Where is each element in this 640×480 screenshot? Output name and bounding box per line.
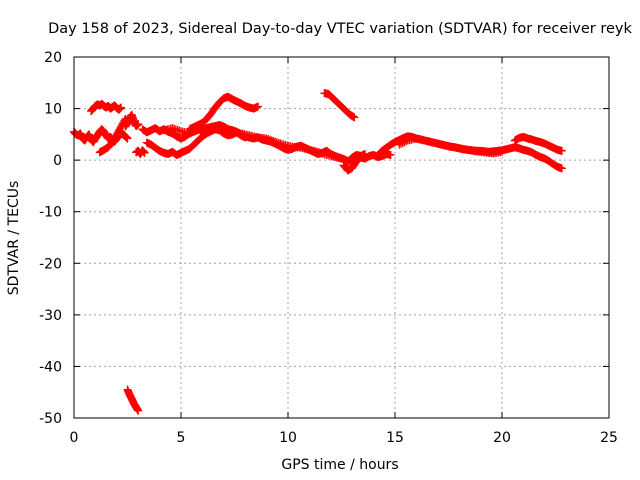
series-arc-02	[87, 99, 126, 116]
series-arc-14	[395, 134, 506, 158]
y-tick-label: -20	[39, 256, 62, 272]
y-tick-label: 20	[44, 50, 62, 66]
series-arc-15	[510, 132, 566, 155]
x-axis-label: GPS time / hours	[281, 457, 398, 473]
data-point	[254, 102, 263, 111]
data-point	[557, 146, 566, 155]
y-tick-label: 0	[53, 153, 62, 169]
y-tick-labels: -50 -40 -30 -20 -10 0 10 20	[39, 50, 62, 427]
data-point	[123, 134, 132, 143]
y-tick-label: 10	[44, 102, 62, 118]
data-point	[402, 137, 411, 146]
plot-frame	[73, 56, 610, 419]
series-arc-09	[185, 92, 263, 134]
y-tick-label: -40	[39, 359, 62, 375]
data-point	[396, 139, 405, 148]
data-point	[557, 164, 566, 173]
y-tick-label: -50	[39, 411, 62, 427]
data-point	[400, 138, 409, 147]
series-arc-11	[320, 89, 359, 122]
data-points	[70, 89, 566, 415]
y-tick-label: -10	[39, 205, 62, 221]
data-point	[386, 150, 395, 159]
x-tick-label: 10	[279, 430, 297, 446]
data-point	[398, 139, 407, 148]
series-arc-04	[121, 110, 143, 131]
grid	[74, 57, 609, 418]
axis-ticks	[73, 56, 610, 419]
chart-title: Day 158 of 2023, Sidereal Day-to-day VTE…	[48, 21, 632, 37]
y-axis-label: SDTVAR / TECUs	[6, 181, 22, 296]
data-point	[134, 406, 143, 415]
x-tick-label: 25	[600, 430, 618, 446]
x-tick-label: 5	[177, 430, 186, 446]
y-tick-label: -30	[39, 308, 62, 324]
data-point	[498, 147, 506, 156]
series-arc-05	[132, 146, 149, 158]
series-arc-10	[159, 122, 357, 167]
x-tick-label: 15	[386, 430, 404, 446]
data-point	[140, 148, 149, 157]
x-tick-labels: 0 5 10 15 20 25	[70, 430, 618, 446]
x-tick-label: 20	[493, 430, 511, 446]
data-point	[395, 140, 404, 149]
series-arc-03	[95, 114, 130, 157]
series-arc-06	[123, 385, 143, 415]
data-point	[117, 103, 126, 112]
data-point	[134, 120, 143, 129]
data-point	[350, 113, 359, 122]
x-tick-label: 0	[70, 430, 79, 446]
